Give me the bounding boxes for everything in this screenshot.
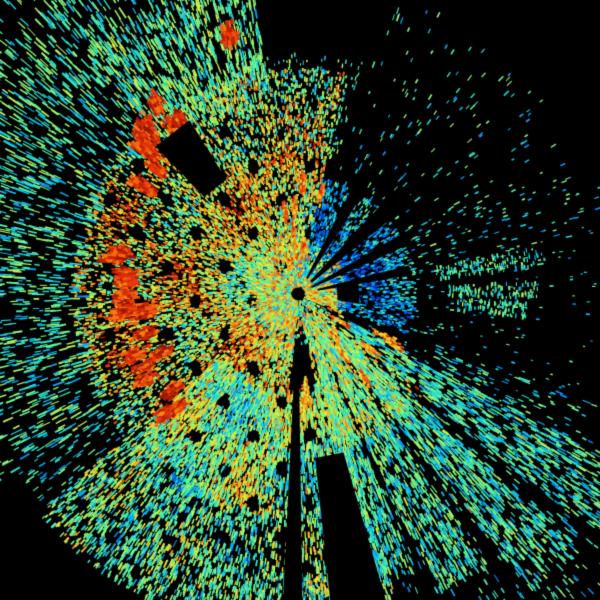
radar-scan-canvas bbox=[0, 0, 600, 600]
radar-display bbox=[0, 0, 600, 600]
